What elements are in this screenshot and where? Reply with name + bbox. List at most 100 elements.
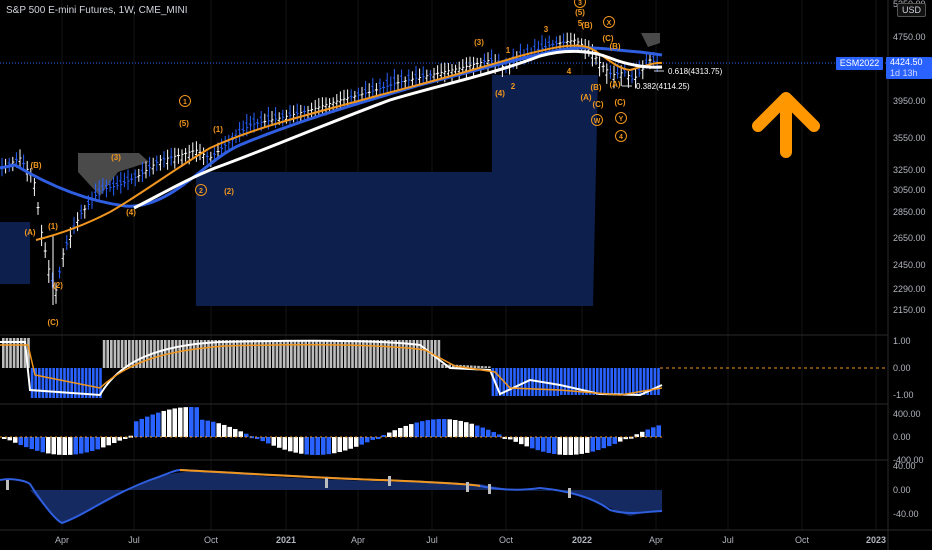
currency-button[interactable]: USD bbox=[896, 3, 926, 17]
histogram-bar bbox=[321, 437, 326, 455]
price-axis[interactable]: 5250.004750.003950.003550.003250.003050.… bbox=[893, 0, 926, 519]
wave-label: (3) bbox=[111, 153, 121, 162]
oscillator-bar bbox=[336, 340, 340, 368]
wave-label: 3 bbox=[544, 25, 549, 34]
oscillator-bar bbox=[610, 368, 613, 395]
wave-label: 1 bbox=[506, 46, 511, 55]
histogram-bar bbox=[579, 437, 584, 454]
oscillator-bar bbox=[506, 368, 509, 396]
oscillator-bar bbox=[311, 340, 315, 368]
histogram-bar bbox=[442, 419, 447, 437]
oscillator-bar bbox=[128, 340, 131, 368]
histogram-bar bbox=[178, 407, 183, 437]
time-axis[interactable]: Apr Jul Oct 2021 Apr Jul Oct 2022 Apr Jul Oct 2023 bbox=[55, 535, 886, 545]
oscillator-bar bbox=[99, 368, 102, 398]
histogram-bar bbox=[299, 437, 304, 454]
oscillator-bar bbox=[405, 340, 408, 368]
demand-zones bbox=[0, 33, 660, 306]
histogram-bar bbox=[480, 427, 485, 437]
wave-label: Y bbox=[619, 116, 624, 123]
wave-label: (A) bbox=[580, 93, 591, 102]
oscillator-bar bbox=[369, 340, 372, 368]
oscillator-bar bbox=[614, 368, 617, 395]
oscillator-bar bbox=[556, 368, 559, 396]
histogram-bar bbox=[409, 424, 414, 437]
oscillator-bar bbox=[437, 340, 441, 368]
oscillator-bar bbox=[174, 340, 178, 368]
wave-labels: (B)(A)(1)(2)(C)(3)(4)1(5)(1)2 (2)(3)12(4)… bbox=[24, 0, 627, 327]
histogram-bar bbox=[145, 416, 150, 437]
wave-label: (3) bbox=[474, 38, 484, 47]
wave-label: X bbox=[607, 20, 612, 27]
histogram-bar bbox=[24, 437, 29, 448]
oscillator-bar bbox=[192, 340, 196, 368]
wave-label: (4) bbox=[495, 89, 505, 98]
wave-label: (5) bbox=[179, 119, 189, 128]
price-axis-label: 2450.00 bbox=[893, 260, 926, 270]
oscillator-bar bbox=[56, 368, 59, 398]
time-axis-label: Oct bbox=[499, 535, 514, 545]
oscillator-bar bbox=[470, 365, 473, 368]
wave-label: (1) bbox=[48, 222, 58, 231]
oscillator-bar bbox=[63, 368, 66, 398]
oscillator-bar bbox=[34, 368, 37, 398]
oscillator-bar bbox=[322, 340, 325, 368]
oscillator-bar bbox=[246, 340, 250, 368]
histogram-bar bbox=[271, 437, 276, 446]
oscillator-bar bbox=[243, 340, 246, 368]
oscillator-bar bbox=[20, 338, 23, 368]
histogram-bar bbox=[13, 437, 18, 443]
histogram-bar bbox=[486, 429, 491, 437]
oscillator-bar bbox=[344, 340, 347, 368]
indicator-axis-label: -40.00 bbox=[893, 509, 919, 519]
wave-label: (A) bbox=[24, 228, 35, 237]
wave-label: (2) bbox=[224, 187, 234, 196]
histogram-bar bbox=[519, 437, 524, 445]
wave-label-circle bbox=[615, 130, 627, 142]
oscillator-bar bbox=[340, 340, 343, 368]
oscillator-bar bbox=[59, 368, 63, 398]
last-price: 4424.50 bbox=[890, 57, 923, 67]
oscillator-bar bbox=[268, 340, 271, 368]
indicator-axis-label: 400.00 bbox=[893, 409, 921, 419]
wave-label: (5) bbox=[575, 8, 585, 17]
histogram-bar bbox=[244, 433, 249, 437]
oscillator-bar bbox=[135, 340, 138, 368]
histogram-bar bbox=[277, 437, 282, 448]
histogram-bar bbox=[469, 423, 474, 437]
histogram-bar bbox=[601, 437, 606, 449]
histogram-bar bbox=[497, 434, 502, 437]
oscillator-bar bbox=[347, 340, 351, 368]
price-axis-label: 3050.00 bbox=[893, 185, 926, 195]
oscillator-bar bbox=[182, 340, 185, 368]
oscillator-bar bbox=[214, 340, 217, 368]
histogram-bar bbox=[513, 437, 518, 442]
histogram-bar bbox=[645, 429, 650, 437]
indicator-axis-label: 40.00 bbox=[893, 461, 916, 471]
oscillator-bar bbox=[207, 340, 210, 368]
price-axis-label: 2150.00 bbox=[893, 305, 926, 315]
histogram-bar bbox=[376, 437, 381, 439]
histogram-bar bbox=[651, 427, 656, 437]
oscillator-bar bbox=[16, 338, 19, 368]
histogram-bar bbox=[62, 437, 67, 455]
oscillator-bar bbox=[81, 368, 84, 398]
wave-label: (A) bbox=[609, 80, 620, 89]
oscillator-bar bbox=[419, 340, 423, 368]
time-axis-label: Jul bbox=[426, 535, 438, 545]
price-axis-label: 3550.00 bbox=[893, 133, 926, 143]
histogram-bar bbox=[293, 437, 298, 453]
histogram-bar bbox=[332, 437, 337, 454]
oscillator-bar bbox=[45, 368, 48, 398]
oscillator-bar bbox=[189, 340, 192, 368]
histogram-bar bbox=[194, 407, 199, 437]
histogram-bar bbox=[535, 437, 540, 451]
oscillator-bar bbox=[200, 340, 203, 368]
oscillator-bar bbox=[473, 365, 477, 368]
oscillator-bar bbox=[416, 340, 419, 368]
histogram-bar bbox=[546, 437, 551, 454]
momentum-marker bbox=[325, 478, 328, 488]
oscillator-bar bbox=[41, 368, 45, 398]
